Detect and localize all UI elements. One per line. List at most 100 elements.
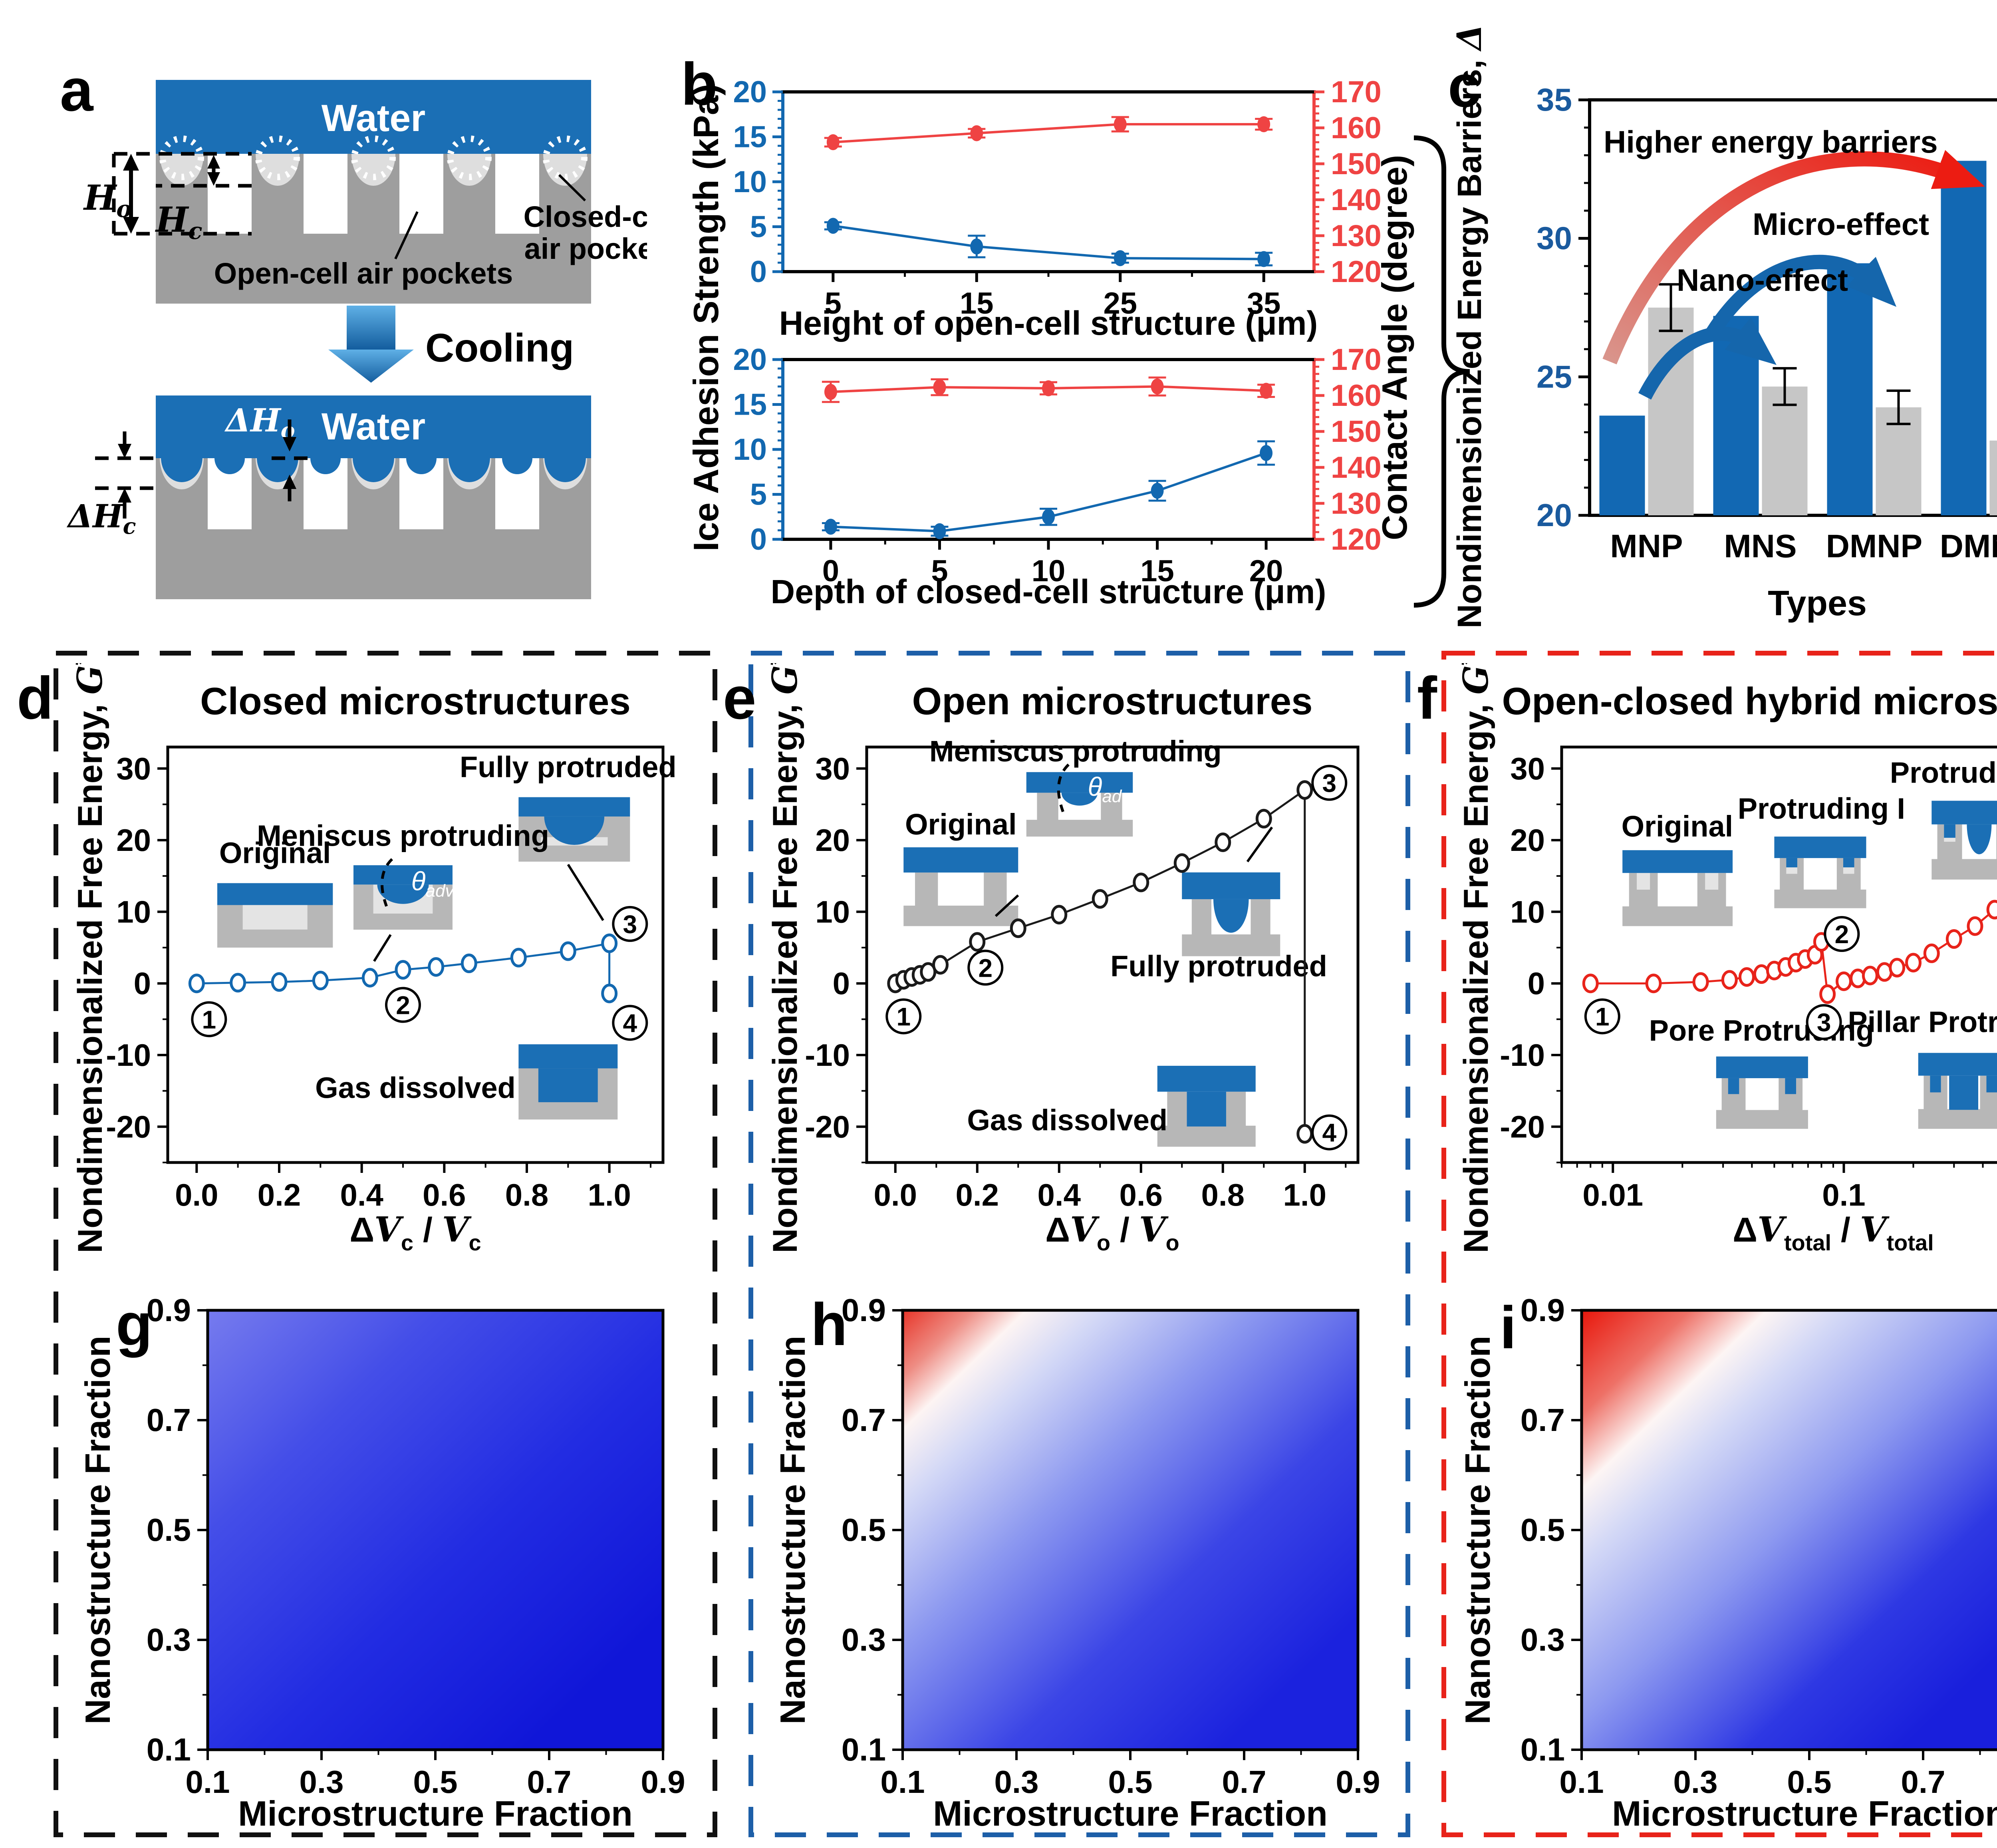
inset-hybrid-orig [1622, 850, 1733, 926]
svg-text:0.9: 0.9 [1521, 1292, 1565, 1328]
cooling-arrow [328, 306, 414, 383]
annotation-text: Original [1622, 810, 1733, 843]
panel-label-b: b [681, 50, 718, 117]
dHc-marks [95, 456, 156, 490]
chart-i-heatmap-hybrid: 0.10.30.50.70.90.90.70.50.30.1Microstruc… [1458, 1292, 1997, 1833]
svg-text:25: 25 [1103, 286, 1137, 320]
bar-energy-MNP [1599, 415, 1645, 515]
inset-open-dissolved [1157, 1065, 1256, 1147]
svg-text:0.1: 0.1 [1559, 1764, 1604, 1800]
svg-text:0.01: 0.01 [1582, 1177, 1643, 1212]
svg-text:0.0: 0.0 [874, 1177, 917, 1212]
series-contact-angle [822, 376, 1275, 403]
annotation-text: Fully protruded [1110, 950, 1327, 983]
water-label-top: Water [322, 97, 425, 139]
svg-text:15: 15 [733, 388, 767, 422]
svg-text:0: 0 [750, 255, 767, 289]
panel-label-c: c [1448, 52, 1481, 119]
b-left-axis-label: Ice Adhesion Strength (kPa) [686, 83, 726, 552]
water-block-bottom [156, 395, 591, 482]
panel-title: Closed microstructures [200, 680, 631, 723]
inset-closed-dissolved [518, 1044, 618, 1120]
svg-text:0.1: 0.1 [185, 1764, 230, 1800]
inset-closed-orig [217, 883, 333, 948]
svg-text:20: 20 [116, 823, 151, 858]
annotation-text: Gas dissolved [967, 1103, 1167, 1137]
step-number: 1 [1595, 1002, 1610, 1031]
svg-text:0.4: 0.4 [340, 1177, 383, 1212]
panel-label-a: a [60, 56, 93, 123]
dashed-measures [112, 152, 252, 236]
y-axis-label: Nanostructure Fraction [1458, 1335, 1497, 1724]
annotation-text: Gas dissolved [315, 1071, 516, 1105]
water-block-top [156, 80, 591, 154]
chart-d-closed-free-energy: Closed microstructures 30 20 10 0 -10 -20 0.0 0.… [69, 663, 677, 1255]
b-right-axis-label: Contact Angle (degree) [1375, 155, 1414, 540]
label-Ho: Ho [83, 178, 132, 223]
svg-text:1.0: 1.0 [1283, 1177, 1326, 1212]
panel-label-f: f [1417, 664, 1437, 731]
svg-text:0.9: 0.9 [641, 1764, 685, 1800]
svg-text:0.1: 0.1 [842, 1732, 886, 1767]
x-axis-label: ΔVo / Vo [1045, 1210, 1179, 1255]
step-number: 1 [202, 1005, 216, 1034]
svg-text:10: 10 [815, 894, 850, 929]
svg-text:25: 25 [1536, 359, 1572, 394]
category-label: MNS [1724, 528, 1797, 564]
svg-text:5: 5 [825, 286, 842, 320]
category-label: DMNS [1940, 528, 1997, 564]
svg-text:35: 35 [1247, 286, 1281, 320]
bar-adhesion-MNS [1762, 386, 1808, 515]
svg-text:10: 10 [733, 433, 767, 467]
svg-text:10: 10 [733, 165, 767, 199]
bar-energy-DMNS [1941, 161, 1987, 515]
step-number: 2 [396, 991, 410, 1020]
svg-text:15: 15 [733, 120, 767, 154]
svg-text:140: 140 [1331, 451, 1382, 485]
svg-text:30: 30 [116, 751, 151, 786]
inset-hybrid-protr1 [1774, 837, 1866, 908]
svg-text:0.3: 0.3 [147, 1622, 191, 1657]
svg-text:0.1: 0.1 [147, 1732, 191, 1767]
chart-g-heatmap-closed: 0.1 0.3 0.5 0.7 0.90.90.70.50.30.1Microstruc… [78, 1292, 685, 1833]
chart-h-heatmap-open: 0.1 0.3 0.5 0.7 0.90.90.70.50.30.1Microstruc… [773, 1292, 1380, 1833]
label-dHc: ΔHc [66, 497, 136, 539]
substrate-bottom [156, 457, 591, 599]
svg-text:0.7: 0.7 [147, 1402, 191, 1438]
bar-energy-DMNP [1827, 263, 1873, 515]
step-number: 3 [1817, 1008, 1831, 1037]
x-axis-label: ΔVtotal / Vtotal [1733, 1210, 1933, 1255]
svg-text:0.0: 0.0 [175, 1177, 218, 1212]
svg-text:0.5: 0.5 [147, 1512, 191, 1548]
svg-text:0.8: 0.8 [505, 1177, 548, 1212]
annotation-text: Fully protruded [460, 750, 677, 783]
y-axis-label: Nondimensionalized Free Energy, G* [764, 663, 805, 1253]
inset-hybrid-pore [1716, 1056, 1808, 1129]
panel-label-h: h [811, 1291, 848, 1358]
svg-text:-10: -10 [805, 1037, 850, 1073]
svg-text:20: 20 [1249, 554, 1283, 588]
svg-text:0: 0 [1528, 966, 1545, 1001]
series-ice-adhesion-strength [824, 218, 1273, 267]
bar-adhesion-DMNS [1989, 440, 1997, 515]
heatmap-surface [903, 1310, 1358, 1750]
label-Hc: Hc [155, 200, 202, 244]
svg-text:0.8: 0.8 [1201, 1177, 1245, 1212]
svg-text:160: 160 [1331, 111, 1382, 145]
panel-title: Open-closed hybrid microstructures [1502, 680, 1997, 723]
annotation-text: Nano-effect [1677, 262, 1848, 298]
svg-text:0.1: 0.1 [1521, 1732, 1565, 1767]
svg-text:0.4: 0.4 [1038, 1177, 1081, 1212]
svg-text:-20: -20 [1500, 1109, 1545, 1144]
step-number: 2 [978, 954, 993, 982]
step-number: 2 [1835, 920, 1849, 949]
svg-text:0.3: 0.3 [842, 1622, 886, 1657]
svg-text:-10: -10 [1500, 1037, 1545, 1073]
svg-text:0.7: 0.7 [842, 1402, 886, 1438]
svg-text:30: 30 [1536, 221, 1572, 256]
svg-text:0: 0 [833, 966, 850, 1001]
x-axis-label: Microstructure Fraction [1612, 1794, 1997, 1833]
